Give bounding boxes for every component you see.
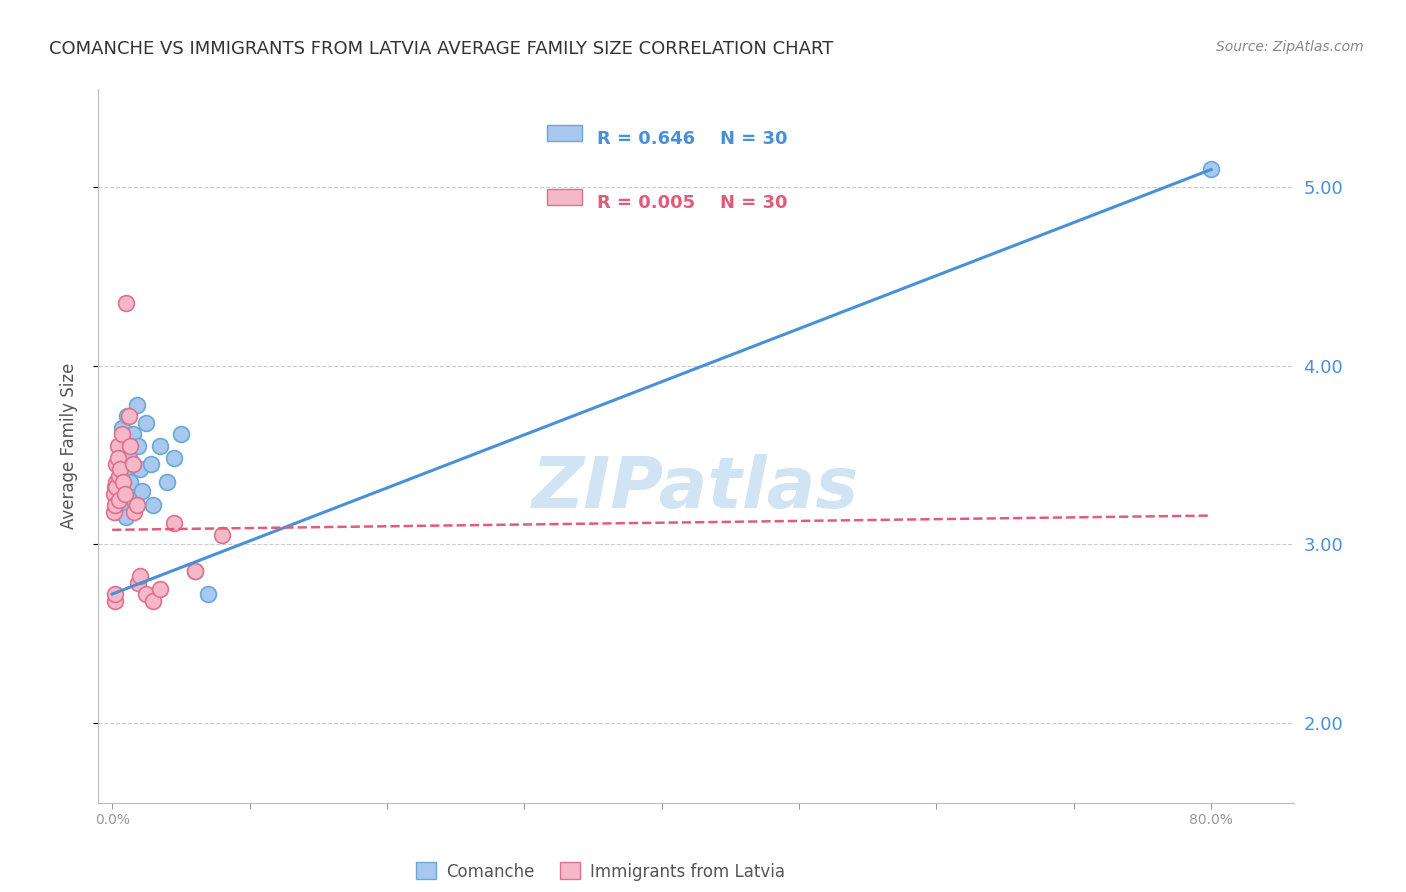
Point	[117, 409, 139, 423]
Point	[103, 487, 125, 501]
Point	[197, 587, 219, 601]
Point	[1199, 162, 1222, 177]
Point	[131, 483, 153, 498]
Point	[183, 564, 205, 578]
Text: ZIPatlas: ZIPatlas	[533, 454, 859, 524]
Point	[125, 498, 148, 512]
Point	[108, 492, 131, 507]
Point	[104, 480, 127, 494]
Point	[121, 457, 143, 471]
Point	[127, 439, 149, 453]
Point	[108, 439, 131, 453]
Point	[104, 498, 127, 512]
Point	[111, 426, 134, 441]
Point	[183, 564, 205, 578]
Y-axis label: Average Family Size: Average Family Size	[59, 363, 77, 529]
Point	[128, 462, 150, 476]
Point	[105, 505, 128, 519]
Point	[104, 594, 127, 608]
Point	[118, 439, 141, 453]
Point	[135, 587, 157, 601]
Bar	[547, 189, 582, 205]
Text: N = 30: N = 30	[720, 194, 787, 211]
Point	[149, 582, 172, 596]
Point	[105, 475, 128, 489]
Text: Source: ZipAtlas.com: Source: ZipAtlas.com	[1216, 40, 1364, 54]
Point	[112, 487, 135, 501]
Point	[125, 398, 148, 412]
Point	[108, 469, 131, 483]
Point	[117, 409, 139, 423]
Point	[128, 569, 150, 583]
Point	[118, 475, 141, 489]
Text: COMANCHE VS IMMIGRANTS FROM LATVIA AVERAGE FAMILY SIZE CORRELATION CHART: COMANCHE VS IMMIGRANTS FROM LATVIA AVERA…	[49, 40, 834, 58]
Point	[139, 457, 162, 471]
Point	[122, 492, 145, 507]
Point	[104, 587, 127, 601]
Point	[105, 480, 128, 494]
Point	[114, 462, 136, 476]
Point	[117, 451, 139, 466]
Point	[107, 439, 129, 453]
Point	[156, 475, 179, 489]
Point	[103, 505, 125, 519]
Text: N = 30: N = 30	[720, 129, 787, 147]
Point	[122, 505, 145, 519]
Point	[142, 594, 165, 608]
Point	[115, 296, 138, 310]
Point	[110, 469, 132, 483]
Point	[112, 475, 135, 489]
Point	[170, 426, 193, 441]
Text: R = 0.646: R = 0.646	[596, 129, 695, 147]
Text: R = 0.005: R = 0.005	[596, 194, 695, 211]
Point	[105, 457, 128, 471]
Point	[111, 421, 134, 435]
Point	[110, 498, 132, 512]
Point	[163, 516, 186, 530]
Bar	[547, 125, 582, 141]
Point	[114, 487, 136, 501]
Point	[121, 426, 143, 441]
Point	[115, 510, 138, 524]
Legend: Comanche, Immigrants from Latvia: Comanche, Immigrants from Latvia	[409, 855, 792, 888]
Point	[149, 439, 172, 453]
Point	[114, 434, 136, 448]
Point	[107, 451, 129, 466]
Point	[163, 451, 186, 466]
Point	[211, 528, 233, 542]
Point	[110, 462, 132, 476]
Point	[127, 576, 149, 591]
Point	[142, 498, 165, 512]
Point	[135, 416, 157, 430]
Point	[107, 457, 129, 471]
